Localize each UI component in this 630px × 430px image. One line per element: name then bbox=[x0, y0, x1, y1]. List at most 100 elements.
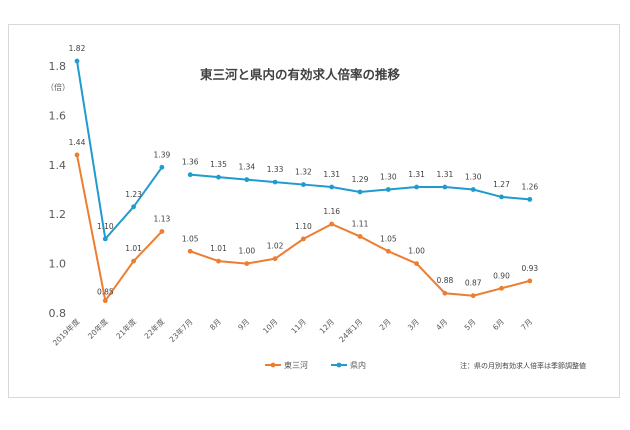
data-point-kennai bbox=[385, 187, 391, 192]
x-tick-label: 7月 bbox=[519, 317, 534, 332]
chart-title: 東三河と県内の有効求人倍率の推移 bbox=[200, 67, 401, 82]
data-point-kennai bbox=[470, 187, 476, 192]
legend-label-kennai: 県内 bbox=[350, 360, 366, 370]
data-point-kennai bbox=[102, 236, 108, 242]
data-label-higashimikawa: 1.44 bbox=[69, 138, 86, 147]
data-label-kennai: 1.31 bbox=[437, 170, 454, 179]
data-point-kennai bbox=[244, 177, 250, 183]
data-point-kennai bbox=[414, 184, 419, 190]
data-label-higashimikawa: 0.93 bbox=[521, 264, 538, 273]
data-label-kennai: 1.36 bbox=[182, 158, 199, 167]
data-point-higashimikawa bbox=[329, 221, 335, 227]
data-label-kennai: 1.31 bbox=[408, 170, 425, 179]
y-axis-unit: （倍） bbox=[46, 82, 70, 92]
data-label-higashimikawa: 0.90 bbox=[493, 271, 510, 280]
data-label-kennai: 1.34 bbox=[238, 163, 255, 172]
data-label-higashimikawa: 1.16 bbox=[323, 207, 340, 216]
data-point-kennai bbox=[159, 164, 165, 170]
x-tick-label: 9月 bbox=[236, 317, 251, 332]
data-point-kennai bbox=[272, 179, 278, 185]
data-label-higashimikawa: 0.87 bbox=[465, 279, 482, 288]
data-point-higashimikawa bbox=[527, 278, 533, 284]
y-tick-label: 1.2 bbox=[49, 208, 67, 221]
x-tick-label: 2月 bbox=[378, 317, 393, 332]
data-point-higashimikawa bbox=[499, 285, 504, 291]
data-label-higashimikawa: 1.05 bbox=[182, 234, 199, 243]
data-point-higashimikawa bbox=[131, 258, 137, 264]
x-tick-label: 3月 bbox=[406, 317, 421, 332]
data-label-kennai: 1.27 bbox=[493, 180, 510, 189]
data-label-higashimikawa: 1.00 bbox=[408, 247, 425, 256]
legend-label-higashimikawa: 東三河 bbox=[284, 360, 308, 370]
data-label-kennai: 1.30 bbox=[465, 173, 482, 182]
data-point-higashimikawa bbox=[442, 290, 448, 296]
data-label-higashimikawa: 1.05 bbox=[380, 234, 397, 243]
data-point-higashimikawa bbox=[470, 293, 476, 299]
x-tick-label: 10月 bbox=[261, 317, 279, 335]
data-point-higashimikawa bbox=[357, 234, 363, 239]
y-tick-label: 0.8 bbox=[49, 307, 67, 320]
data-point-higashimikawa bbox=[272, 256, 278, 262]
data-label-kennai: 1.23 bbox=[125, 190, 142, 199]
data-label-kennai: 1.10 bbox=[97, 222, 114, 231]
data-label-kennai: 1.82 bbox=[69, 44, 86, 53]
y-tick-label: 1.8 bbox=[49, 60, 67, 73]
data-label-higashimikawa: 1.11 bbox=[352, 219, 369, 228]
data-point-higashimikawa bbox=[385, 248, 391, 254]
data-point-kennai bbox=[499, 194, 504, 200]
x-tick-label: 2019年度 bbox=[50, 316, 82, 348]
data-point-higashimikawa bbox=[301, 236, 306, 242]
data-point-higashimikawa bbox=[74, 152, 80, 158]
data-label-higashimikawa: 1.13 bbox=[154, 214, 171, 223]
x-tick-label: 5月 bbox=[463, 317, 478, 332]
data-point-higashimikawa bbox=[187, 248, 193, 254]
x-tick-label: 11月 bbox=[289, 317, 307, 335]
data-label-higashimikawa: 1.10 bbox=[295, 222, 312, 231]
data-point-higashimikawa bbox=[102, 298, 108, 304]
data-label-kennai: 1.35 bbox=[210, 160, 227, 169]
data-point-kennai bbox=[187, 172, 193, 178]
data-point-kennai bbox=[74, 58, 80, 64]
x-tick-label: 21年度 bbox=[114, 316, 139, 341]
y-tick-label: 1.6 bbox=[49, 109, 67, 122]
y-tick-label: 1.0 bbox=[49, 258, 67, 271]
data-label-higashimikawa: 0.85 bbox=[97, 288, 114, 297]
data-point-higashimikawa bbox=[216, 258, 221, 264]
legend-marker-higashimikawa bbox=[270, 362, 276, 368]
legend-marker-kennai bbox=[336, 362, 342, 368]
data-point-kennai bbox=[216, 174, 221, 180]
data-label-kennai: 1.26 bbox=[521, 182, 538, 191]
data-label-kennai: 1.31 bbox=[323, 170, 340, 179]
x-tick-label: 23年7月 bbox=[167, 316, 195, 344]
x-tick-label: 22年度 bbox=[142, 316, 167, 341]
data-label-higashimikawa: 1.01 bbox=[210, 244, 227, 253]
chart-note: 注：県の月別有効求人倍率は季節調整値 bbox=[460, 361, 586, 370]
chart-frame bbox=[8, 24, 620, 398]
data-label-higashimikawa: 1.00 bbox=[238, 247, 255, 256]
data-point-kennai bbox=[527, 196, 533, 202]
x-tick-label: 6月 bbox=[491, 317, 506, 332]
data-point-kennai bbox=[357, 189, 363, 195]
x-tick-label: 24年1月 bbox=[337, 316, 365, 344]
data-label-kennai: 1.29 bbox=[352, 175, 369, 184]
data-label-higashimikawa: 0.88 bbox=[437, 276, 454, 285]
data-label-kennai: 1.39 bbox=[154, 150, 171, 159]
data-point-kennai bbox=[442, 184, 448, 190]
data-label-kennai: 1.32 bbox=[295, 168, 312, 177]
data-label-kennai: 1.33 bbox=[267, 165, 284, 174]
series-line-kennai bbox=[76, 60, 163, 242]
data-label-higashimikawa: 1.02 bbox=[267, 242, 284, 251]
data-point-higashimikawa bbox=[414, 261, 419, 266]
data-label-kennai: 1.30 bbox=[380, 173, 397, 182]
x-tick-label: 4月 bbox=[434, 317, 449, 332]
x-tick-label: 20年度 bbox=[85, 316, 110, 341]
data-point-higashimikawa bbox=[244, 261, 250, 266]
data-point-higashimikawa bbox=[159, 229, 165, 234]
data-point-kennai bbox=[131, 204, 137, 210]
data-point-kennai bbox=[329, 184, 335, 190]
legend: 東三河 県内 bbox=[265, 360, 366, 370]
x-tick-label: 12月 bbox=[318, 317, 336, 335]
data-point-kennai bbox=[301, 182, 306, 187]
y-tick-label: 1.4 bbox=[49, 159, 67, 172]
